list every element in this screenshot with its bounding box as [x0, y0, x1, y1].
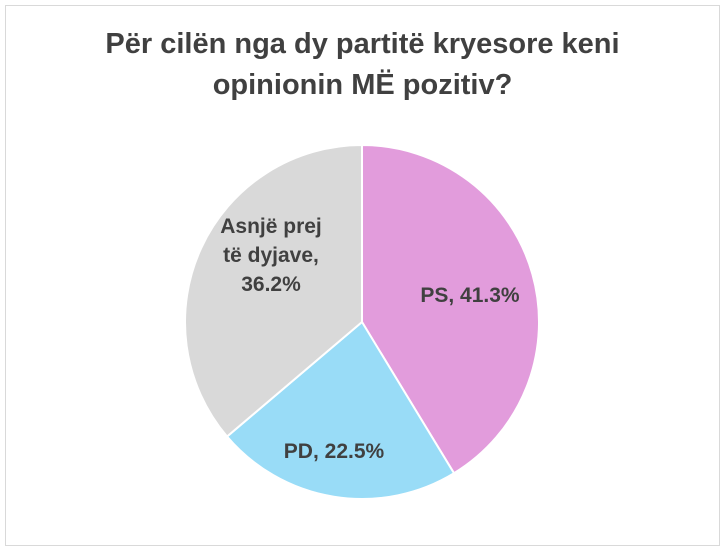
- chart-title-line-1: Për cilën nga dy partitë kryesore keni: [105, 28, 620, 60]
- chart-title-line-2: opinionin MË pozitiv?: [212, 69, 513, 101]
- slice-label-ps: PS, 41.3%: [420, 284, 520, 307]
- slice-label-pd: PD, 22.5%: [284, 440, 385, 463]
- chart-title: Për cilën nga dy partitë kryesore keni o…: [6, 24, 719, 106]
- slice-label-line: të dyjave,: [223, 244, 319, 267]
- slice-label-line: PD, 22.5%: [284, 440, 385, 463]
- slice-label-line: 36.2%: [241, 273, 301, 296]
- slice-label-asnjë-prej-të-dyjave: Asnjë prej të dyjave, 36.2%: [220, 215, 322, 296]
- slice-label-line: Asnjë prej: [220, 215, 322, 238]
- slice-label-line: PS, 41.3%: [420, 284, 520, 307]
- pie-slice-pd: [225, 320, 456, 500]
- pie-slice-ps: [361, 143, 540, 475]
- pie-slice-asnjë-prej-të-dyjave: [184, 143, 363, 438]
